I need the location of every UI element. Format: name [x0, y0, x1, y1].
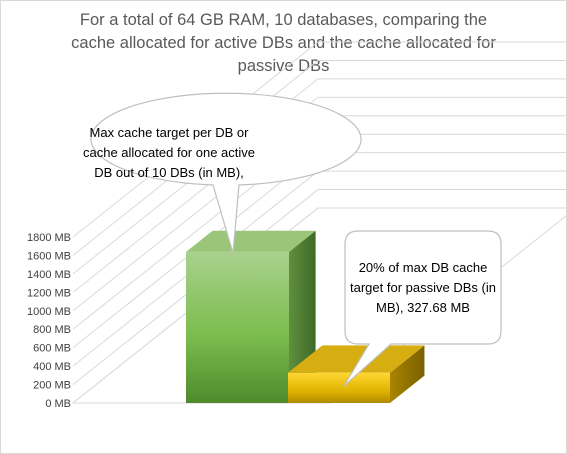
- bar: [288, 345, 425, 403]
- bar: [186, 230, 316, 403]
- callouts: Max cache target per DB or cache allocate…: [83, 92, 502, 387]
- bar-front: [186, 251, 289, 403]
- chart-title: For a total of 64 GB RAM, 10 databases, …: [41, 9, 526, 78]
- callout-text: 20% of max DB cache: [359, 260, 488, 275]
- y-tick-label: 1000 MB: [27, 306, 71, 318]
- callout-bubble: [343, 230, 502, 387]
- y-tick-label: 1800 MB: [27, 232, 71, 244]
- y-tick-label: 800 MB: [33, 324, 71, 336]
- callout-text: cache allocated for one active: [83, 145, 255, 160]
- y-tick-label: 1600 MB: [27, 250, 71, 262]
- callout-active-db: Max cache target per DB or cache allocate…: [83, 92, 362, 254]
- callout-text: MB), 327.68 MB: [376, 300, 470, 315]
- bar-top: [288, 345, 425, 373]
- bars: [186, 230, 425, 403]
- y-tick-label: 1200 MB: [27, 287, 71, 299]
- callout-text: DB out of 10 DBs (in MB),: [94, 165, 244, 180]
- callout-bubble: [90, 92, 362, 254]
- bar-top: [186, 230, 316, 252]
- bar-front: [288, 372, 390, 403]
- y-tick-label: 200 MB: [33, 380, 71, 392]
- chart-title-line: cache allocated for active DBs and the c…: [71, 34, 496, 52]
- chart-title-line: For a total of 64 GB RAM, 10 databases, …: [79, 11, 488, 29]
- callout-passive-db: 20% of max DB cache target for passive DB…: [343, 230, 502, 387]
- y-tick-label: 1400 MB: [27, 269, 71, 281]
- y-tick-label: 400 MB: [33, 361, 71, 373]
- y-tick-label: 600 MB: [33, 343, 71, 355]
- bar-side: [390, 345, 425, 403]
- callout-text: Max cache target per DB or: [90, 125, 250, 140]
- callout-text: target for passive DBs (in: [350, 280, 496, 295]
- y-tick-label: 0 MB: [45, 398, 71, 410]
- y-axis-ticks: 0 MB 200 MB 400 MB 600 MB 800 MB 1000 MB 1200 …: [27, 232, 71, 410]
- chart-title-line: passive DBs: [237, 57, 330, 75]
